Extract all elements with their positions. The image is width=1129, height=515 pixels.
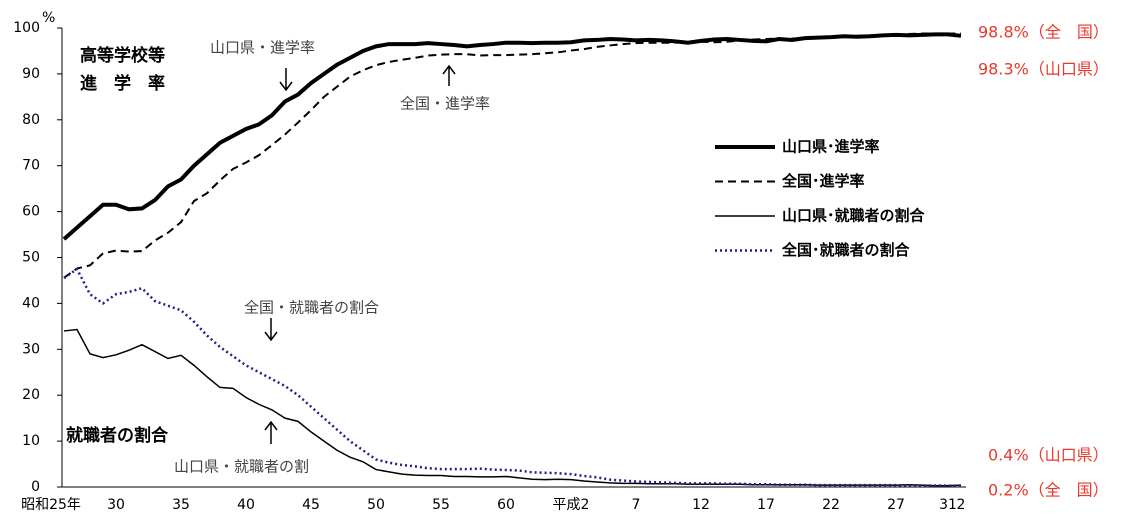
legend-label: 山口県･進学率 (782, 138, 880, 156)
y-tick-label: 40 (22, 295, 40, 311)
x-tick-label: 30 (107, 497, 125, 513)
annotation: 山口県・就職者の割 (174, 458, 309, 476)
legend-label: 全国･進学率 (781, 172, 865, 190)
end-label: 98.3%（山口県） (978, 60, 1109, 79)
x-tick-label: 27 (887, 497, 905, 513)
y-unit: % (42, 10, 55, 26)
y-tick-label: 0 (31, 479, 40, 495)
x-tick-label: 45 (302, 497, 320, 513)
x-tick-label: 昭和25年 (21, 497, 81, 513)
x-tick-label: 35 (172, 497, 190, 513)
annotation: 全国・進学率 (400, 95, 490, 113)
annotation: 高等学校等 (80, 45, 165, 66)
x-tick-label: 31 (939, 497, 957, 513)
arrows (264, 64, 456, 444)
end-label: 0.4%（山口県） (988, 446, 1109, 465)
x-tick-label: 60 (497, 497, 515, 513)
y-tick-label: 100 (13, 20, 40, 36)
end-label: 0.2%（全 国） (988, 481, 1109, 500)
x-tick-label: 40 (237, 497, 255, 513)
annotation: 就職者の割合 (66, 425, 169, 446)
legend-label: 山口県･就職者の割合 (782, 207, 926, 225)
x-tick-label: 7 (632, 497, 641, 513)
annotation: 全国・就職者の割合 (244, 299, 379, 317)
x-tick-label: 50 (367, 497, 385, 513)
annotation: 山口県・進学率 (210, 39, 315, 57)
x-tick-label: 17 (757, 497, 775, 513)
annotation: 進 学 率 (80, 73, 165, 94)
x-tick-label: 2 (957, 497, 966, 513)
y-tick-label: 70 (22, 158, 40, 174)
x-tick-label: 12 (692, 497, 710, 513)
end-label: 98.8%（全 国） (978, 23, 1109, 42)
y-tick-label: 60 (22, 204, 40, 220)
legend-label: 全国･就職者の割合 (781, 241, 911, 259)
y-tick-label: 10 (22, 433, 40, 449)
y-tick-label: 20 (22, 387, 40, 403)
y-tick-label: 80 (22, 112, 40, 128)
x-tick-label: 22 (822, 497, 840, 513)
x-tick-label: 平成2 (553, 497, 590, 513)
x-tick-label: 55 (432, 497, 450, 513)
y-tick-label: 30 (22, 341, 40, 357)
y-tick-label: 90 (22, 66, 40, 82)
series-line (63, 267, 962, 488)
y-tick-label: 50 (22, 250, 40, 266)
series-line (63, 32, 961, 279)
series-line (63, 328, 962, 487)
